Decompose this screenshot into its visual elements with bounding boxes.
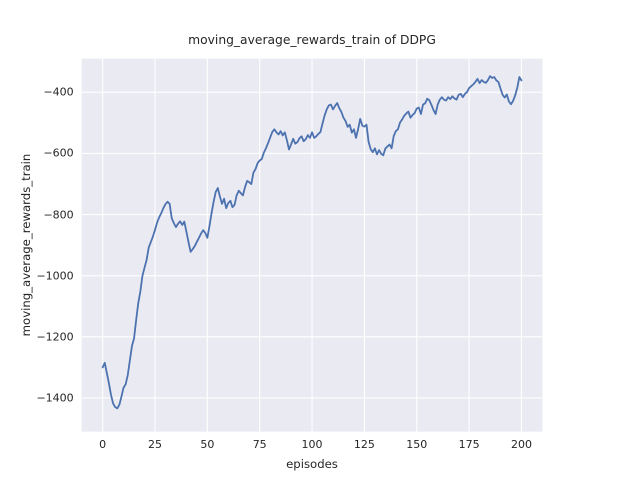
x-tick-label: 25 — [147, 438, 162, 451]
y-tick-label: −800 — [43, 208, 74, 222]
x-tick-label: 50 — [200, 438, 215, 451]
x-tick-label: 0 — [99, 438, 107, 451]
y-tick-label: −1200 — [36, 330, 74, 344]
y-tick-label: −1400 — [36, 391, 74, 405]
y-tick-label: −400 — [43, 85, 74, 99]
x-axis-label: episodes — [286, 457, 338, 471]
y-tick-label: −600 — [43, 146, 74, 160]
x-tick-label: 150 — [406, 438, 428, 451]
y-tick-label: −1000 — [36, 269, 74, 283]
y-axis-label: moving_average_rewards_train — [19, 153, 33, 337]
x-tick-label: 200 — [510, 438, 532, 451]
x-tick-label: 100 — [301, 438, 323, 451]
x-tick-label: 125 — [353, 438, 375, 451]
x-tick-label: 75 — [252, 438, 267, 451]
data-line-moving-average-rewards — [101, 75, 523, 410]
chart-title: moving_average_rewards_train of DDPG — [188, 33, 436, 47]
x-tick-label: 175 — [458, 438, 480, 451]
